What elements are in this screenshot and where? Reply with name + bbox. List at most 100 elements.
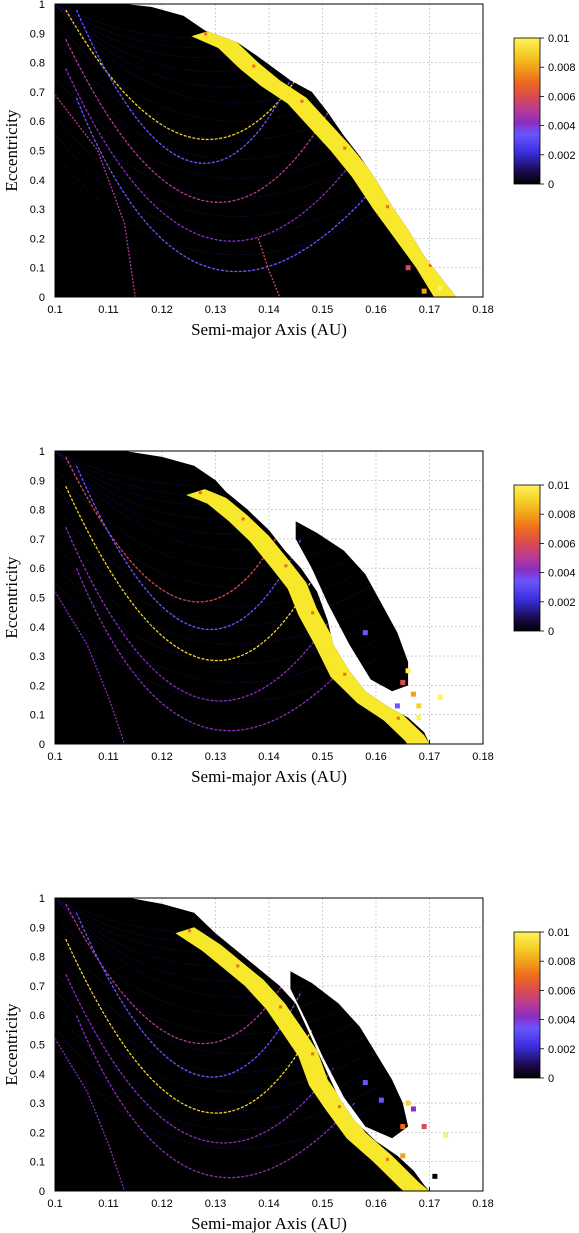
resonance-arc [55, 504, 377, 607]
y-tick-label: 0.8 [30, 505, 45, 517]
y-tick-label: 0.1 [30, 263, 45, 275]
y-tick-label: 0 [39, 1186, 45, 1198]
data-point [410, 691, 416, 697]
x-tick-label: 0.11 [98, 1198, 119, 1210]
colorbar-tick-label: 0.01 [548, 33, 569, 45]
edge-pixel [311, 611, 315, 615]
x-tick-label: 0.16 [365, 1198, 386, 1210]
y-tick-label: 0.3 [30, 204, 45, 216]
data-point [437, 694, 443, 700]
y-tick-label: 0 [39, 292, 45, 304]
colorbar-tick-label: 0.008 [548, 509, 576, 521]
stability-map-panel-1: 0.1 0.11 0.12 0.13 0.14 0.15 0.16 0.17 0.1800.10… [2, 0, 576, 339]
colorbar-gradient [513, 37, 541, 185]
resonance-arc [65, 526, 334, 702]
edge-pixel [343, 672, 347, 676]
resonance-arc [65, 485, 313, 662]
y-tick-label: 0.6 [30, 116, 45, 128]
x-tick-label: 0.16 [365, 751, 386, 763]
data-point [421, 1124, 427, 1130]
stable-lobe [295, 521, 409, 692]
y-tick-label: 0.1 [30, 710, 45, 722]
resonance-arc [75, 567, 356, 732]
x-tick-label: 0.12 [151, 751, 172, 763]
x-tick-label: 0.13 [205, 751, 226, 763]
resonance-arc [55, 4, 377, 73]
colorbar-tick-label: 0.004 [548, 568, 576, 580]
colorbar-tick-label: 0 [548, 1073, 554, 1085]
x-tick-label: 0.14 [258, 751, 279, 763]
resonance-arc [75, 9, 302, 164]
x-axis-title: Semi-major Axis (AU) [191, 767, 347, 786]
y-tick-label: 0.9 [30, 28, 45, 40]
x-tick-label: 0.14 [258, 304, 279, 316]
y-tick-label: 0.4 [30, 175, 45, 187]
unstable-edge-band [175, 927, 430, 1191]
edge-pixel [300, 99, 304, 103]
region-features [55, 451, 430, 749]
data-point [421, 288, 427, 294]
resonance-arc [55, 96, 377, 198]
x-tick-label: 0.17 [419, 304, 440, 316]
colorbar-tick-label: 0.004 [548, 121, 576, 133]
resonance-arc [55, 898, 377, 967]
resonance-arc [75, 97, 377, 272]
x-tick-label: 0.1 [47, 304, 62, 316]
data-point [378, 1097, 384, 1103]
colorbar-gradient [513, 931, 541, 1079]
colorbar: 0 0.002 0.004 0.006 0.008 0.01 [513, 480, 576, 638]
data-point [443, 1132, 449, 1138]
resonance-arc [55, 1047, 377, 1150]
edge-pixel [284, 564, 288, 568]
edge-pixel [424, 746, 427, 749]
data-point [400, 1153, 406, 1159]
resonance-line [257, 238, 281, 297]
y-tick-label: 1 [39, 446, 45, 458]
colorbar-tick-label: 0.002 [548, 150, 576, 162]
x-tick-label: 0.18 [472, 751, 493, 763]
colorbar-gradient [513, 484, 541, 632]
resonance-arc [65, 456, 291, 603]
x-tick-label: 0.14 [258, 1198, 279, 1210]
colorbar-tick-label: 0.002 [548, 597, 576, 609]
unstable-edge-band [186, 489, 430, 744]
edge-pixel [396, 716, 400, 720]
resonance-arc [75, 912, 302, 1078]
stability-map-panel-2: 0.1 0.11 0.12 0.13 0.14 0.15 0.16 0.17 0.1800.10… [2, 446, 576, 786]
resonance-arc [55, 932, 377, 1035]
colorbar-tick-label: 0.01 [548, 480, 569, 492]
y-tick-label: 0.9 [30, 922, 45, 934]
x-tick-label: 0.17 [419, 751, 440, 763]
resonance-arc [55, 19, 377, 122]
y-tick-label: 0.7 [30, 981, 45, 993]
y-tick-label: 0.4 [30, 622, 45, 634]
x-tick-label: 0.17 [419, 1198, 440, 1210]
resonance-arc [55, 581, 377, 683]
edge-pixel [204, 32, 208, 36]
y-tick-label: 0.4 [30, 1069, 45, 1081]
y-tick-label: 0.3 [30, 1098, 45, 1110]
y-tick-label: 0.5 [30, 1040, 45, 1052]
colorbar-tick-label: 0.006 [548, 538, 576, 550]
y-tick-label: 0.2 [30, 233, 45, 245]
unstable-edge-band [191, 30, 457, 297]
y-tick-label: 0.8 [30, 58, 45, 70]
y-tick-label: 0 [39, 739, 45, 751]
y-tick-label: 0.2 [30, 680, 45, 692]
stable-lobe [290, 971, 409, 1139]
colorbar-tick-label: 0.006 [548, 91, 576, 103]
colorbar-tick-label: 0 [548, 179, 554, 191]
x-tick-label: 0.16 [365, 304, 386, 316]
data-point [405, 265, 411, 271]
edge-pixel [236, 964, 240, 968]
resonance-arc [65, 938, 313, 1114]
x-tick-label: 0.13 [205, 1198, 226, 1210]
data-point [400, 679, 406, 685]
x-tick-label: 0.18 [472, 304, 493, 316]
data-point [362, 630, 368, 636]
y-axis-title: Eccentricity [2, 1003, 21, 1086]
resonance-arc [55, 543, 377, 645]
y-tick-label: 1 [39, 893, 45, 905]
colorbar-tick-label: 0.004 [548, 1015, 576, 1027]
resonance-arc [55, 134, 377, 236]
